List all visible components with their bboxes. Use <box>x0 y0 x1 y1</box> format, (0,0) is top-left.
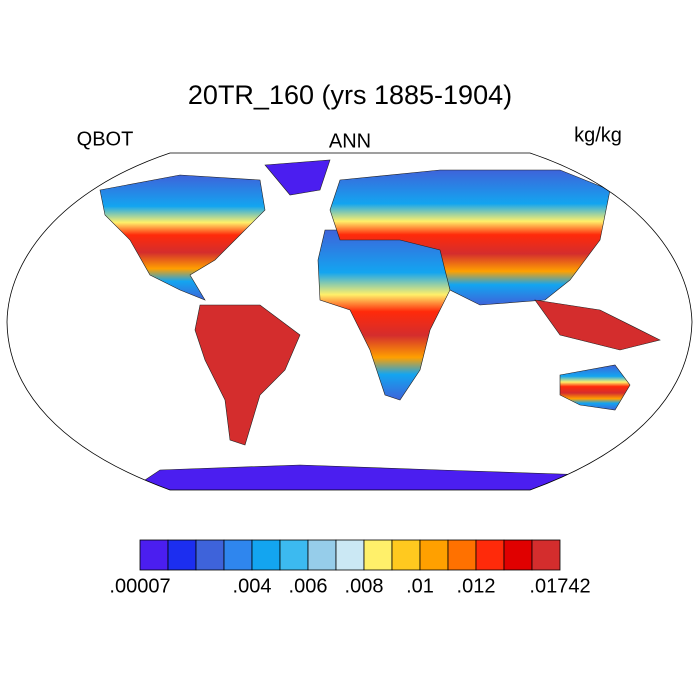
colorbar-tick-label: .01742 <box>529 575 590 597</box>
colorbar-box <box>195 539 225 571</box>
colorbar-tick-label: .00007 <box>109 575 170 597</box>
colorbar-box <box>503 539 533 571</box>
colorbar-box <box>363 539 393 571</box>
colorbar-box <box>139 539 169 571</box>
map <box>6 152 693 491</box>
colorbar-tick-label: .008 <box>345 575 384 597</box>
colorbar-box <box>279 539 309 571</box>
colorbar-tick-label: .006 <box>289 575 328 597</box>
colorbar: .00007 .004 .006 .008 .01 .012 .01742 <box>109 539 591 597</box>
colorbar-box <box>167 539 197 571</box>
colorbar-box <box>419 539 449 571</box>
colorbar-box <box>475 539 505 571</box>
land <box>99 159 661 490</box>
colorbar-tick-label: .01 <box>406 575 434 597</box>
colorbar-box <box>531 539 561 571</box>
colorbar-box <box>223 539 253 571</box>
title: 20TR_160 (yrs 1885-1904) <box>188 80 512 110</box>
colorbar-box <box>335 539 365 571</box>
colorbar-tick-label: .004 <box>233 575 272 597</box>
season-label: ANN <box>329 130 371 152</box>
variable-label: QBOT <box>77 128 134 150</box>
colorbar-box <box>447 539 477 571</box>
colorbar-box <box>307 539 337 571</box>
units-label: kg/kg <box>574 124 622 146</box>
colorbar-tick-label: .012 <box>457 575 496 597</box>
colorbar-box <box>391 539 421 571</box>
colorbar-box <box>251 539 281 571</box>
map-outline <box>6 152 693 491</box>
